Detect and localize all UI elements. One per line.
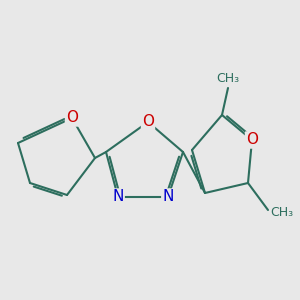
Text: O: O: [142, 115, 154, 130]
Text: CH₃: CH₃: [271, 206, 294, 219]
Text: CH₃: CH₃: [216, 73, 240, 85]
Text: O: O: [66, 110, 78, 125]
Text: N: N: [112, 190, 124, 205]
Text: N: N: [162, 190, 174, 205]
Text: O: O: [246, 133, 258, 148]
